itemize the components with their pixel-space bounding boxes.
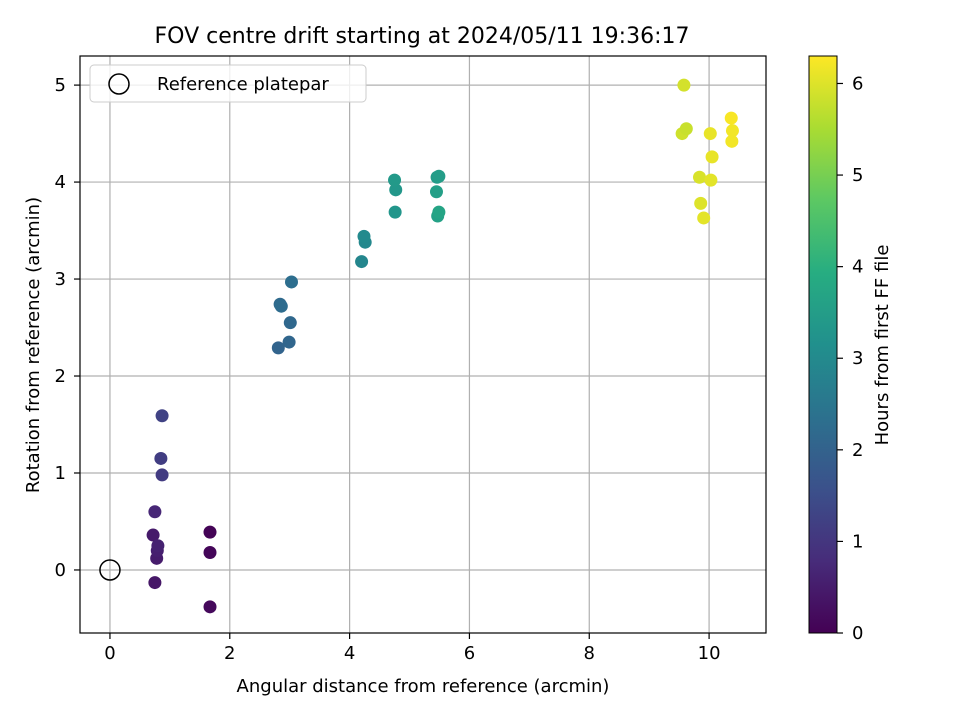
data-point — [432, 205, 446, 219]
data-point — [148, 505, 162, 519]
legend-reference-marker — [108, 73, 130, 95]
data-point — [203, 546, 217, 560]
chart-title: FOV centre drift starting at 2024/05/11 … — [155, 24, 690, 49]
data-point — [271, 341, 285, 355]
data-point — [151, 539, 165, 553]
data-point — [679, 122, 693, 136]
data-point — [677, 78, 691, 92]
y-axis-label: Rotation from reference (arcmin) — [23, 197, 44, 493]
colorbar-tick-label: 5 — [852, 165, 863, 186]
data-point — [692, 170, 706, 184]
data-point — [703, 127, 717, 141]
colorbar-tick-label: 1 — [852, 531, 863, 552]
data-point — [148, 576, 162, 590]
colorbar-tick-label: 6 — [852, 73, 863, 94]
data-point — [694, 196, 708, 210]
reference-marker — [99, 559, 121, 581]
y-tick-label: 5 — [55, 75, 66, 96]
colorbar-tick-label: 2 — [852, 440, 863, 461]
data-point — [724, 111, 738, 125]
data-point — [274, 299, 288, 313]
data-point — [704, 173, 718, 187]
data-point — [389, 183, 403, 197]
data-point — [725, 124, 739, 138]
data-point — [429, 185, 443, 199]
colorbar-tick-label: 3 — [852, 348, 863, 369]
data-point — [388, 173, 402, 187]
legend-entry-reference: Reference platepar — [157, 74, 329, 95]
data-point — [155, 409, 169, 423]
colorbar-ticks: 0 1 2 3 4 5 6 — [837, 73, 863, 644]
x-tick-label: 4 — [344, 643, 355, 664]
colorbar-tick-label: 4 — [852, 257, 863, 278]
y-tick-label: 3 — [55, 269, 66, 290]
data-point — [357, 229, 371, 243]
data-point — [203, 600, 217, 614]
data-point — [725, 134, 739, 148]
x-axis-label: Angular distance from reference (arcmin) — [237, 676, 610, 697]
data-point — [284, 275, 298, 289]
data-point — [355, 255, 369, 269]
plot-frame — [79, 55, 767, 634]
y-tick-label: 1 — [55, 463, 66, 484]
colorbar — [808, 55, 838, 634]
data-point — [154, 451, 168, 465]
x-tick-label: 8 — [584, 643, 595, 664]
data-point — [282, 335, 296, 349]
legend-box — [89, 64, 367, 103]
data-point — [155, 468, 169, 482]
x-tick-label: 2 — [224, 643, 235, 664]
data-point — [203, 525, 217, 539]
y-tick-label: 0 — [55, 560, 66, 581]
scatter-points — [146, 78, 739, 614]
x-tick-label: 6 — [464, 643, 475, 664]
colorbar-tick-label: 0 — [852, 623, 863, 644]
y-axis-ticks: 0 1 2 3 4 5 — [55, 75, 80, 581]
legend: Reference platepar — [89, 64, 367, 103]
data-point — [388, 205, 402, 219]
colorbar-label: Hours from first FF file — [872, 245, 893, 446]
data-point — [432, 169, 446, 183]
x-tick-label: 0 — [104, 643, 115, 664]
data-point — [705, 150, 719, 164]
reference-marker-group — [99, 559, 121, 581]
y-tick-label: 2 — [55, 366, 66, 387]
x-tick-label: 10 — [698, 643, 721, 664]
gridlines — [80, 56, 766, 633]
data-point — [697, 211, 711, 225]
data-point — [283, 316, 297, 330]
y-tick-label: 4 — [55, 172, 66, 193]
data-point — [146, 528, 160, 542]
x-axis-ticks: 0 2 4 6 8 10 — [104, 633, 721, 664]
